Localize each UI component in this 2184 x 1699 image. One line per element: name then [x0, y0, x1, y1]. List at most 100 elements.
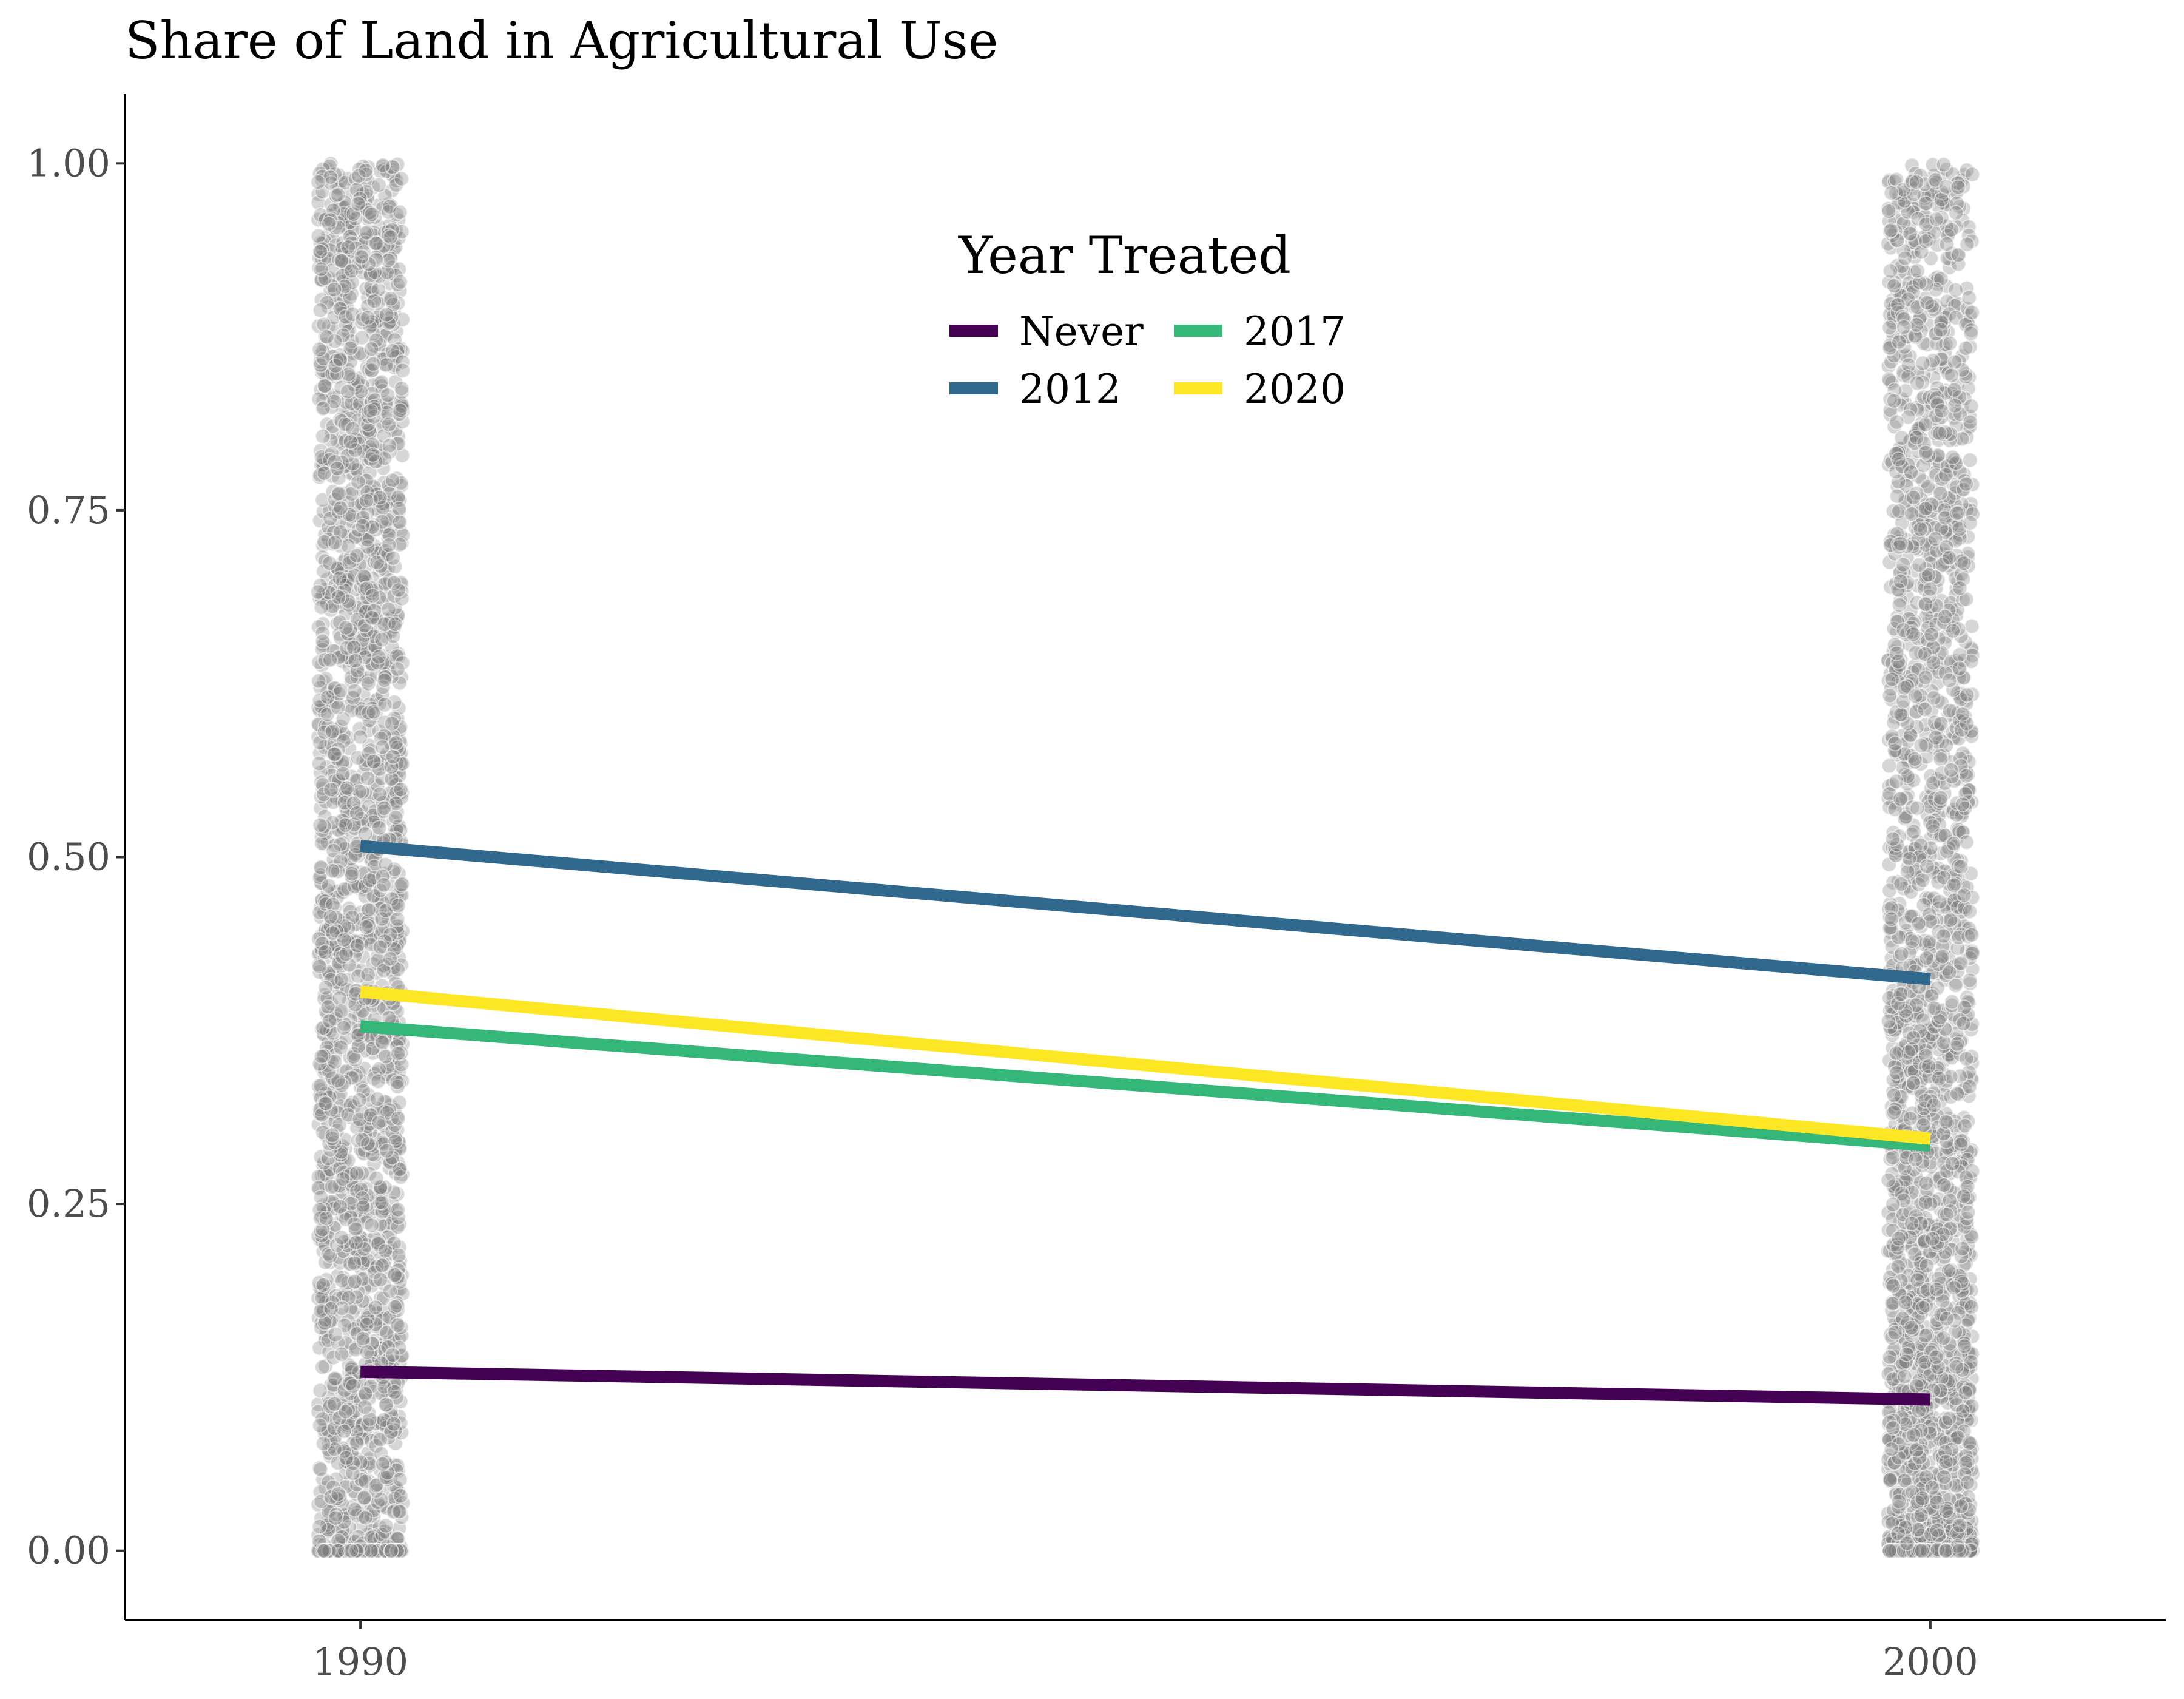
scatter-point — [383, 1542, 399, 1559]
scatter-point — [1952, 647, 1968, 663]
scatter-point — [326, 746, 342, 762]
scatter-point — [1962, 452, 1978, 468]
scatter-point — [353, 383, 369, 400]
scatter-point — [381, 537, 397, 553]
scatter-point — [343, 1359, 360, 1376]
scatter-point — [363, 206, 380, 223]
scatter-point — [372, 786, 388, 803]
scatter-point — [355, 1331, 371, 1347]
scatter-point — [374, 1456, 391, 1472]
scatter-point — [389, 661, 406, 677]
scatter-point — [346, 1255, 363, 1271]
scatter-point — [375, 157, 391, 174]
scatter-point — [384, 715, 400, 732]
scatter-point — [389, 1201, 406, 1218]
scatter-point — [1954, 796, 1970, 812]
scatter-point — [1909, 1272, 1926, 1288]
scatter-point — [1956, 1118, 1973, 1134]
scatter-point — [342, 434, 359, 450]
scatter-point — [380, 601, 397, 618]
scatter-point — [389, 1317, 406, 1333]
scatter-point — [312, 1382, 328, 1399]
scatter-point — [315, 1277, 331, 1293]
scatter-point — [374, 632, 390, 648]
scatter-point — [1881, 319, 1898, 336]
scatter-point — [390, 1110, 406, 1127]
scatter-point — [349, 937, 366, 954]
scatter-point — [346, 1274, 363, 1290]
scatter-point — [312, 817, 328, 833]
scatter-point — [329, 461, 345, 477]
scatter-point — [387, 1299, 403, 1315]
scatter-point — [330, 699, 346, 715]
scatter-point — [1941, 672, 1958, 689]
scatter-point — [346, 639, 362, 655]
scatter-point — [1947, 282, 1964, 298]
scatter-point — [1912, 521, 1929, 538]
scatter-point — [374, 1257, 390, 1274]
scatter-point — [360, 967, 376, 982]
scatter-point — [1935, 157, 1952, 173]
scatter-point — [350, 195, 366, 212]
scatter-point — [1885, 1149, 1901, 1166]
scatter-point — [1884, 671, 1900, 687]
scatter-layer — [310, 155, 1981, 1559]
scatter-point — [1890, 451, 1907, 468]
scatter-point — [367, 1299, 383, 1316]
scatter-point — [357, 162, 374, 178]
scatter-point — [340, 239, 356, 255]
scatter-point — [366, 293, 382, 309]
scatter-point — [332, 1198, 348, 1215]
scatter-point — [1897, 250, 1913, 266]
scatter-point — [343, 263, 360, 279]
scatter-point — [1947, 397, 1963, 414]
scatter-point — [314, 1049, 329, 1065]
scatter-point — [324, 1127, 340, 1143]
scatter-point — [1960, 1474, 1976, 1491]
scatter-point — [1942, 912, 1958, 928]
scatter-point — [318, 1210, 334, 1226]
scatter-point — [330, 1486, 346, 1502]
scatter-point — [354, 329, 370, 346]
scatter-point — [1956, 555, 1972, 572]
scatter-point — [393, 1488, 409, 1504]
scatter-point — [374, 1194, 390, 1211]
scatter-point — [1941, 964, 1958, 981]
scatter-point — [382, 1283, 399, 1299]
scatter-point — [386, 1267, 403, 1283]
scatter-point — [378, 1397, 394, 1413]
scatter-point — [349, 547, 365, 564]
scatter-point — [315, 400, 331, 416]
scatter-point — [345, 1378, 361, 1394]
scatter-point — [327, 1370, 343, 1387]
scatter-point — [1963, 1299, 1980, 1315]
scatter-point — [311, 673, 327, 689]
scatter-point — [392, 274, 408, 290]
scatter-point — [334, 1171, 351, 1187]
scatter-point — [371, 649, 387, 665]
scatter-point — [318, 1095, 334, 1112]
scatter-point — [343, 1542, 359, 1559]
scatter-point — [333, 971, 349, 988]
scatter-point — [315, 428, 331, 444]
scatter-point — [346, 683, 363, 699]
scatter-point — [345, 421, 361, 437]
scatter-point — [322, 908, 339, 925]
scatter-point — [312, 1461, 329, 1478]
scatter-point — [393, 782, 409, 798]
scatter-point — [1907, 1246, 1923, 1262]
scatter-point — [333, 1229, 349, 1246]
scatter-point — [1932, 425, 1948, 442]
scatter-point — [372, 939, 388, 955]
scatter-point — [340, 383, 356, 400]
scatter-point — [335, 766, 351, 782]
scatter-point — [1942, 335, 1958, 351]
scatter-point — [331, 485, 347, 502]
scatter-point — [1917, 416, 1933, 433]
scatter-point — [394, 876, 410, 893]
scatter-point — [389, 1074, 405, 1090]
scatter-point — [365, 447, 381, 463]
scatter-point — [387, 616, 403, 632]
scatter-point — [347, 652, 363, 669]
scatter-point — [311, 959, 328, 974]
